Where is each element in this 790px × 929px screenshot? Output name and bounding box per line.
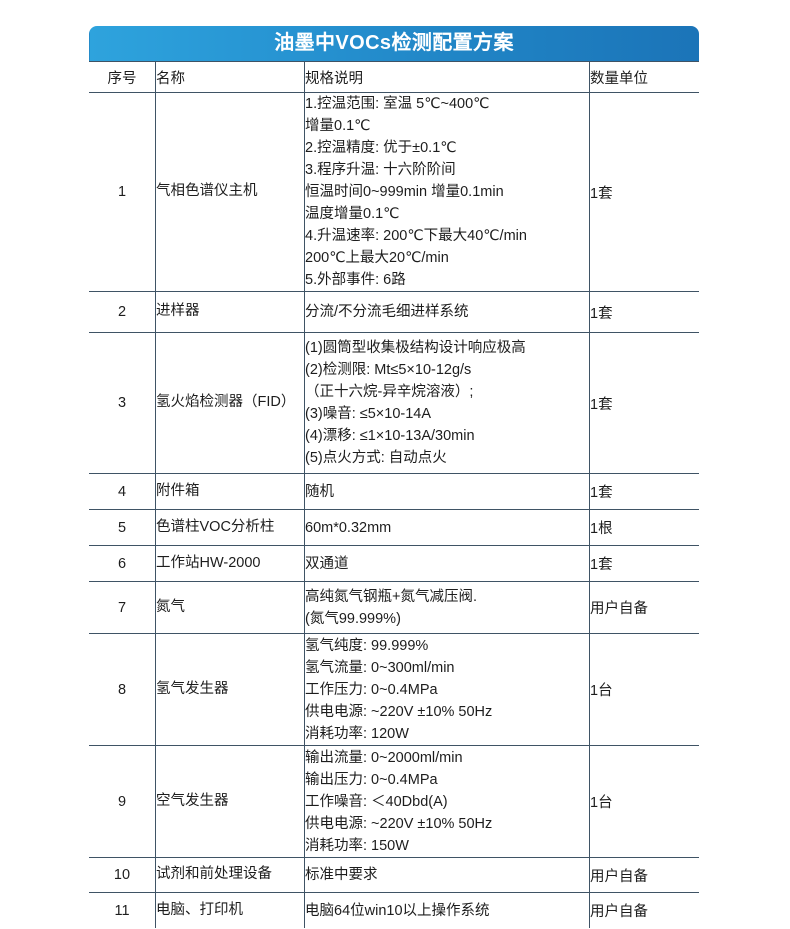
table-title-row: 油墨中VOCs检测配置方案 xyxy=(89,26,700,62)
table-row: 7 氮气 高纯氮气钢瓶+氮气减压阀. (氮气99.999%) 用户自备 xyxy=(89,581,700,635)
cell-seq: 9 xyxy=(89,745,156,859)
cell-spec: (1)圆筒型收集极结构设计响应极高 (2)检测限: Mt≤5×10-12g/s … xyxy=(304,332,590,475)
cell-qty: 1台 xyxy=(588,745,700,859)
cell-spec: 高纯氮气钢瓶+氮气减压阀. (氮气99.999%) xyxy=(304,581,590,635)
column-header-qty: 数量单位 xyxy=(588,61,700,93)
table-header-row: 序号 名称 规格说明 数量单位 xyxy=(89,61,700,93)
table-row: 6 工作站HW-2000 双通道 1套 xyxy=(89,545,700,583)
cell-qty: 1根 xyxy=(588,509,700,547)
cell-qty: 用户自备 xyxy=(588,857,700,894)
cell-seq: 6 xyxy=(89,545,156,583)
cell-name: 色谱柱VOC分析柱 xyxy=(155,509,305,547)
cell-name: 氢气发生器 xyxy=(155,633,305,747)
cell-qty: 用户自备 xyxy=(588,581,700,635)
table-row: 5 色谱柱VOC分析柱 60m*0.32mm 1根 xyxy=(89,509,700,547)
configuration-table: 油墨中VOCs检测配置方案 序号 名称 规格说明 数量单位 1 气相色谱仪主机 … xyxy=(88,25,701,929)
cell-name: 试剂和前处理设备 xyxy=(155,857,305,894)
cell-name: 氢火焰检测器（FID） xyxy=(155,332,305,475)
cell-qty: 用户自备 xyxy=(588,892,700,929)
cell-seq: 7 xyxy=(89,581,156,635)
cell-name: 附件箱 xyxy=(155,473,305,511)
table-row: 8 氢气发生器 氢气纯度: 99.999% 氢气流量: 0~300ml/min … xyxy=(89,633,700,747)
cell-spec: 双通道 xyxy=(304,545,590,583)
cell-seq: 1 xyxy=(89,91,156,293)
cell-seq: 3 xyxy=(89,332,156,475)
column-header-name: 名称 xyxy=(155,61,305,93)
cell-name: 气相色谱仪主机 xyxy=(155,91,305,293)
configuration-table-container: 油墨中VOCs检测配置方案 序号 名称 规格说明 数量单位 1 气相色谱仪主机 … xyxy=(88,25,701,929)
cell-seq: 11 xyxy=(89,892,156,929)
cell-name: 氮气 xyxy=(155,581,305,635)
document-canvas: 油墨中VOCs检测配置方案 序号 名称 规格说明 数量单位 1 气相色谱仪主机 … xyxy=(88,25,701,929)
table-body: 油墨中VOCs检测配置方案 序号 名称 规格说明 数量单位 1 气相色谱仪主机 … xyxy=(89,26,700,929)
table-row: 4 附件箱 随机 1套 xyxy=(89,473,700,511)
cell-qty: 1套 xyxy=(588,545,700,583)
column-header-spec: 规格说明 xyxy=(304,61,590,93)
cell-qty: 1套 xyxy=(588,473,700,511)
cell-spec: 分流/不分流毛细进样系统 xyxy=(304,291,590,334)
cell-spec: 输出流量: 0~2000ml/min 输出压力: 0~0.4MPa 工作噪音: … xyxy=(304,745,590,859)
cell-seq: 4 xyxy=(89,473,156,511)
cell-spec: 1.控温范围: 室温 5℃~400℃ 增量0.1℃ 2.控温精度: 优于±0.1… xyxy=(304,91,590,293)
cell-qty: 1台 xyxy=(588,633,700,747)
cell-spec: 随机 xyxy=(304,473,590,511)
cell-name: 电脑、打印机 xyxy=(155,892,305,929)
cell-seq: 10 xyxy=(89,857,156,894)
cell-spec: 标准中要求 xyxy=(304,857,590,894)
table-row: 9 空气发生器 输出流量: 0~2000ml/min 输出压力: 0~0.4MP… xyxy=(89,745,700,859)
cell-seq: 2 xyxy=(89,291,156,334)
cell-qty: 1套 xyxy=(588,291,700,334)
page-title: 油墨中VOCs检测配置方案 xyxy=(274,32,514,54)
cell-spec: 电脑64位win10以上操作系统 xyxy=(304,892,590,929)
table-row: 3 氢火焰检测器（FID） (1)圆筒型收集极结构设计响应极高 (2)检测限: … xyxy=(89,332,700,475)
cell-qty: 1套 xyxy=(588,332,700,475)
table-row: 2 进样器 分流/不分流毛细进样系统 1套 xyxy=(89,291,700,334)
table-title-cell: 油墨中VOCs检测配置方案 xyxy=(89,26,700,62)
cell-spec: 60m*0.32mm xyxy=(304,509,590,547)
table-row: 10 试剂和前处理设备 标准中要求 用户自备 xyxy=(89,857,700,894)
cell-seq: 8 xyxy=(89,633,156,747)
cell-name: 进样器 xyxy=(155,291,305,334)
table-row: 11 电脑、打印机 电脑64位win10以上操作系统 用户自备 xyxy=(89,892,700,929)
cell-seq: 5 xyxy=(89,509,156,547)
cell-spec: 氢气纯度: 99.999% 氢气流量: 0~300ml/min 工作压力: 0~… xyxy=(304,633,590,747)
cell-qty: 1套 xyxy=(588,91,700,293)
cell-name: 空气发生器 xyxy=(155,745,305,859)
column-header-seq: 序号 xyxy=(89,61,156,93)
table-row: 1 气相色谱仪主机 1.控温范围: 室温 5℃~400℃ 增量0.1℃ 2.控温… xyxy=(89,91,700,293)
cell-name: 工作站HW-2000 xyxy=(155,545,305,583)
